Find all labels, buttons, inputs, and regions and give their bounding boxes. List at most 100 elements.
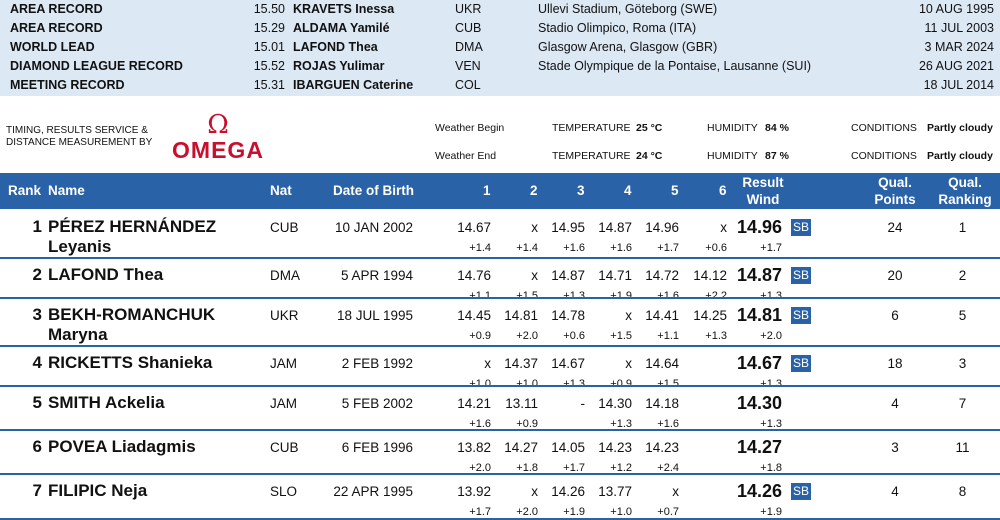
col-name: Name [48, 183, 85, 198]
col-qual-points-2: Points [874, 192, 916, 207]
attempt-3: 14.05 [551, 440, 585, 455]
attempt-1: 14.45 [457, 308, 491, 323]
record-nat: UKR [455, 2, 482, 16]
result-wind: +2.0 [760, 330, 782, 342]
attempt-wind-6: +1.3 [705, 330, 727, 342]
attempt-2: 13.11 [505, 396, 538, 411]
omega-logo: Ω OMEGA [168, 112, 268, 168]
humidity-label: HUMIDITY [707, 150, 758, 162]
attempt-6: x [720, 220, 727, 235]
record-mark: 15.52 [253, 59, 285, 73]
qual-ranking: 8 [958, 484, 967, 499]
qual-ranking: 2 [958, 268, 967, 283]
record-holder: LAFOND Thea [293, 40, 378, 54]
record-date: 18 JUL 2014 [923, 78, 994, 92]
table-row: 6 POVEA Liadagmis CUB 6 FEB 1996 13.82 14.27 1… [0, 431, 1000, 475]
timing-credit: TIMING, RESULTS SERVICE & DISTANCE MEASU… [6, 125, 166, 149]
athlete-rank: 1 [32, 217, 42, 236]
record-row: WORLD LEAD 15.01 LAFOND Thea DMA Glasgow Are… [0, 38, 1000, 57]
conditions-value: Partly cloudy [927, 122, 993, 134]
record-label: DIAMOND LEAGUE RECORD [10, 59, 183, 73]
athlete-nat: JAM [270, 356, 297, 371]
col-attempt-3: 3 [577, 183, 585, 198]
athlete-name-line-1: LAFOND Thea [48, 265, 164, 284]
attempt-5: 14.72 [645, 268, 679, 283]
attempt-wind-5: +1.6 [657, 290, 679, 302]
attempt-5: 14.96 [645, 220, 679, 235]
attempt-wind-4: +1.9 [610, 290, 632, 302]
athlete-name-line-1: BEKH-ROMANCHUK [48, 305, 216, 324]
row-divider [0, 518, 1000, 520]
timing-line-2: DISTANCE MEASUREMENT BY [6, 137, 153, 148]
athlete-name-line-1: FILIPIC Neja [48, 481, 148, 500]
attempt-wind-3: +1.7 [563, 462, 585, 474]
timing-line-1: TIMING, RESULTS SERVICE & [6, 125, 148, 136]
record-nat: CUB [455, 21, 482, 35]
season-best-badge: SB [791, 267, 812, 284]
athlete-rank: 3 [32, 305, 42, 324]
season-best-badge: SB [791, 355, 812, 372]
athlete-rank: 5 [32, 393, 42, 412]
athlete-rank: 4 [32, 353, 42, 372]
attempt-wind-1: +1.6 [469, 418, 491, 430]
athlete-nat: CUB [270, 440, 299, 455]
col-attempt-2: 2 [530, 183, 538, 198]
result-mark: 14.26 [736, 481, 782, 501]
season-best-badge: SB [791, 219, 812, 236]
athlete-dob: 2 FEB 1992 [341, 356, 413, 371]
record-date: 11 JUL 2003 [924, 21, 995, 35]
athlete-dob: 22 APR 1995 [333, 484, 413, 499]
qual-points: 24 [887, 220, 903, 235]
attempt-wind-5: +2.4 [657, 462, 679, 474]
col-wind: Wind [746, 192, 780, 207]
attempt-5: 14.41 [645, 308, 679, 323]
athlete-dob: 18 JUL 1995 [336, 308, 413, 323]
attempt-6: 14.25 [693, 308, 727, 323]
col-rank: Rank [8, 183, 42, 198]
temperature-label: TEMPERATURE [552, 150, 631, 162]
attempt-2: 14.81 [504, 308, 538, 323]
attempt-wind-1: +0.9 [469, 330, 491, 342]
attempt-wind-4: +1.6 [610, 242, 632, 254]
attempt-wind-5: +1.7 [657, 242, 679, 254]
attempt-wind-1: +1.1 [469, 290, 491, 302]
col-attempt-1: 1 [483, 183, 491, 198]
record-label: MEETING RECORD [10, 78, 125, 92]
attempt-3: 14.78 [551, 308, 585, 323]
result-wind: +1.8 [760, 462, 782, 474]
row-divider [0, 257, 1000, 259]
table-row: 7 FILIPIC Neja SLO 22 APR 1995 13.92 x 14.26 13… [0, 475, 1000, 520]
result-wind: +1.9 [760, 506, 782, 518]
attempt-wind-4: +1.0 [610, 506, 632, 518]
record-nat: DMA [455, 40, 483, 54]
record-holder: ROJAS Yulimar [293, 59, 385, 73]
qual-ranking: 1 [958, 220, 967, 235]
omega-symbol-icon: Ω [207, 110, 229, 140]
record-holder: IBARGUEN Caterine [293, 78, 414, 92]
attempt-wind-6: +2.2 [705, 290, 727, 302]
table-row: 1 PÉREZ HERNÁNDEZ Leyanis CUB 10 JAN 2002 14.… [0, 211, 1000, 259]
attempt-wind-6: +0.6 [705, 242, 727, 254]
athlete-rank: 2 [32, 265, 42, 284]
record-holder: KRAVETS Inessa [293, 2, 395, 16]
attempt-4: x [625, 308, 632, 323]
season-best-badge: SB [791, 307, 812, 324]
record-row: MEETING RECORD 15.31 IBARGUEN Caterine COL 1… [0, 76, 1000, 95]
temperature-value: 25 °C [636, 122, 663, 134]
col-nat: Nat [270, 183, 292, 198]
attempt-wind-1: +1.0 [469, 378, 491, 390]
athlete-dob: 5 APR 1994 [340, 268, 413, 283]
attempt-4: 14.87 [598, 220, 632, 235]
record-mark: 15.01 [253, 40, 285, 54]
attempt-3: - [580, 396, 586, 411]
table-row: 3 BEKH-ROMANCHUK Maryna UKR 18 JUL 1995 14.45… [0, 299, 1000, 347]
attempt-wind-2: +1.4 [516, 242, 538, 254]
athlete-dob: 10 JAN 2002 [334, 220, 413, 235]
attempt-5: 14.18 [645, 396, 679, 411]
attempt-wind-1: +2.0 [469, 462, 491, 474]
col-qual-ranking-2: Ranking [938, 192, 992, 207]
temperature-value: 24 °C [636, 150, 663, 162]
record-venue: Glasgow Arena, Glasgow (GBR) [538, 40, 718, 54]
athlete-name-line-1: SMITH Ackelia [48, 393, 165, 412]
col-qual-points-1: Qual. [878, 175, 912, 190]
